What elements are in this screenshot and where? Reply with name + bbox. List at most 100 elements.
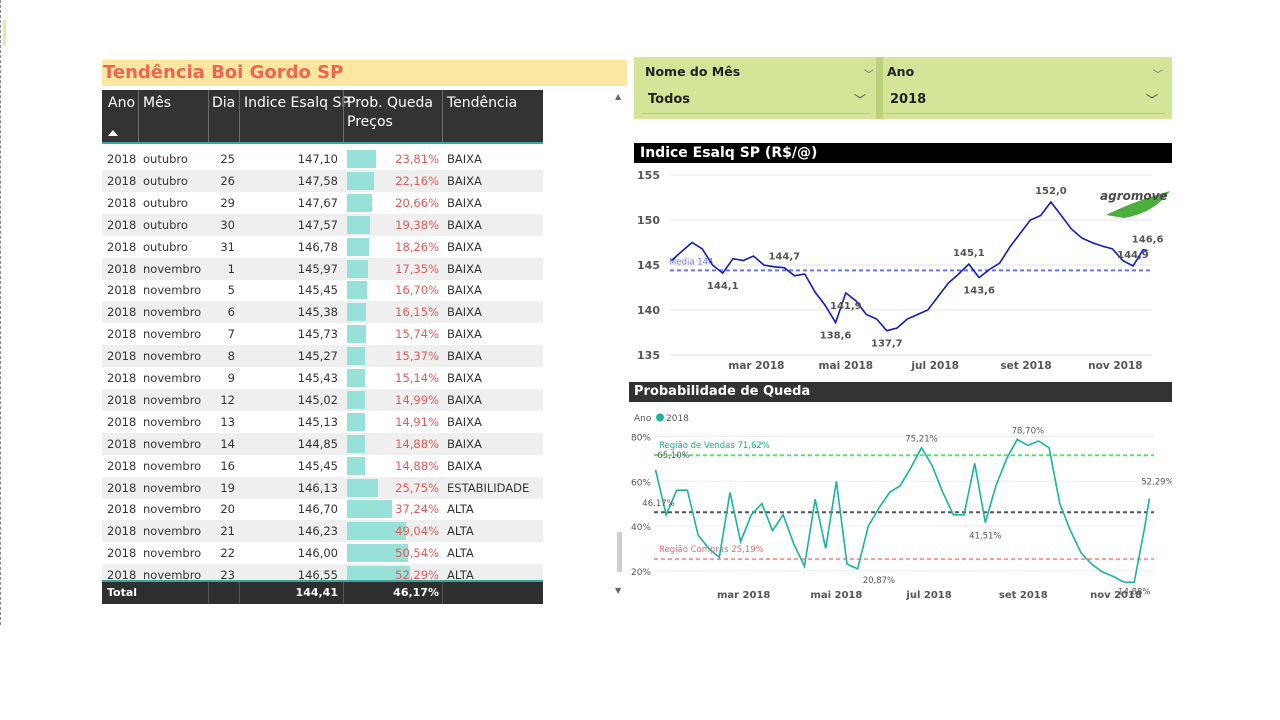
table-row[interactable]: 2018 novembro 6 145,38 16,15% BAIXA: [102, 301, 543, 324]
cell-dia: 13: [220, 414, 235, 429]
table-row[interactable]: 2018 novembro 5 145,45 16,70% BAIXA: [102, 279, 543, 301]
cell-ano: 2018: [107, 371, 137, 385]
page-border: [0, 0, 2, 625]
x-tick-label: set 2018: [1000, 360, 1051, 372]
cell-dia: 6: [227, 305, 235, 320]
column-divider: [138, 90, 139, 144]
cell-prob: 22,16%: [395, 173, 439, 188]
cell-tendencia: ALTA: [447, 546, 474, 561]
cell-indice: 146,55: [297, 568, 338, 583]
data-label: 75,21%: [905, 435, 937, 445]
chevron-down-icon[interactable]: ﹀: [1146, 93, 1159, 107]
y-tick-label: 40%: [631, 523, 651, 533]
cell-ano: 2018: [107, 217, 137, 232]
scroll-thumb[interactable]: [617, 532, 622, 572]
y-tick-label: 145: [637, 259, 660, 272]
cell-dia: 5: [227, 283, 235, 298]
table-row[interactable]: 2018 novembro 14 144,85 14,88% BAIXA: [102, 432, 543, 455]
column-header-ano[interactable]: Ano: [108, 95, 136, 111]
x-tick-label: mar 2018: [717, 590, 770, 601]
cell-mes: novembro: [143, 305, 202, 320]
table-row[interactable]: 2018 novembro 13 145,13 14,91% BAIXA: [102, 411, 543, 433]
sort-ascending-icon[interactable]: [108, 130, 118, 136]
prob-bar: [347, 347, 366, 366]
table-row[interactable]: 2018 novembro 16 145,45 14,88% BAIXA: [102, 455, 543, 477]
x-tick-label: jul 2018: [910, 360, 959, 372]
cell-prob: 19,38%: [395, 217, 439, 232]
cell-ano: 2018: [107, 524, 137, 539]
cell-indice: 145,27: [297, 349, 338, 364]
cell-ano: 2018: [107, 305, 137, 320]
table-row[interactable]: 2018 outubro 29 147,67 20,66% BAIXA: [102, 192, 543, 214]
cell-tendencia: BAIXA: [447, 392, 482, 407]
prob-bar: [347, 215, 371, 234]
cell-tendencia: BAIXA: [447, 152, 482, 166]
cell-tendencia: ALTA: [447, 502, 474, 517]
cell-dia: 23: [220, 568, 235, 583]
prob-bar: [347, 544, 408, 563]
y-tick-label: 60%: [631, 478, 651, 488]
cell-indice: 145,38: [297, 305, 338, 320]
month-dropdown[interactable]: Todos ﹀: [642, 87, 870, 114]
table-row[interactable]: 2018 novembro 8 145,27 15,37% BAIXA: [102, 345, 543, 368]
cell-prob: 15,74%: [395, 327, 439, 342]
prob-bar: [347, 434, 365, 453]
table-row[interactable]: 2018 outubro 31 146,78 18,26% BAIXA: [102, 236, 543, 258]
table-row[interactable]: 2018 outubro 25 147,10 23,81% BAIXA: [102, 148, 543, 170]
chevron-down-icon[interactable]: ﹀: [864, 70, 874, 81]
column-header-indice[interactable]: Indice Esalq SP: [244, 95, 350, 111]
cell-mes: novembro: [143, 502, 202, 517]
column-divider: [239, 90, 240, 144]
column-divider: [208, 90, 209, 144]
chevron-down-icon[interactable]: ﹀: [1153, 70, 1163, 81]
table-row[interactable]: 2018 novembro 19 146,13 25,75% ESTABILIDADE: [102, 476, 543, 499]
table-scrollbar[interactable]: ▲ ▼: [615, 92, 624, 598]
table-row[interactable]: 2018 novembro 20 146,70 37,24% ALTA: [102, 498, 543, 520]
column-divider: [442, 582, 443, 604]
scroll-up-icon[interactable]: ▲: [615, 92, 622, 101]
column-header-tendencia[interactable]: Tendência: [447, 95, 518, 111]
column-divider: [208, 582, 209, 604]
table-row[interactable]: 2018 outubro 26 147,58 22,16% BAIXA: [102, 169, 543, 192]
data-label: 146,6: [1132, 235, 1164, 246]
table-row[interactable]: 2018 novembro 9 145,43 15,14% BAIXA: [102, 367, 543, 389]
year-dropdown[interactable]: 2018 ﹀: [884, 87, 1165, 114]
cell-mes: outubro: [143, 217, 188, 232]
cell-tendencia: ALTA: [447, 524, 474, 539]
cell-indice: 147,57: [297, 217, 338, 232]
chevron-down-icon[interactable]: ﹀: [854, 93, 867, 107]
column-header-mes[interactable]: Mês: [143, 95, 171, 111]
prob-bar: [347, 193, 372, 212]
table-row[interactable]: 2018 novembro 1 145,97 17,35% BAIXA: [102, 257, 543, 280]
cell-indice: 144,85: [297, 436, 338, 451]
table-row[interactable]: 2018 novembro 22 146,00 50,54% ALTA: [102, 542, 543, 564]
prob-bar: [347, 456, 365, 475]
legend-entry: 2018: [666, 414, 689, 424]
table-row[interactable]: 2018 novembro 12 145,02 14,99% BAIXA: [102, 388, 543, 411]
prob-bar: [347, 500, 392, 519]
y-tick-label: 80%: [631, 433, 651, 443]
data-label: 143,6: [963, 286, 995, 297]
cell-indice: 147,67: [297, 195, 338, 210]
column-header-prob[interactable]: Prob. Queda Preços: [347, 95, 433, 130]
data-label: 152,0: [1035, 186, 1067, 197]
legend-title: Ano: [634, 414, 652, 424]
data-label: 141,9: [830, 301, 862, 312]
series-line: [654, 438, 1151, 584]
y-tick-label: 20%: [631, 568, 651, 578]
table-row[interactable]: 2018 outubro 30 147,57 19,38% BAIXA: [102, 213, 543, 236]
scroll-down-icon[interactable]: ▼: [615, 586, 622, 595]
column-divider: [343, 90, 344, 144]
cell-mes: novembro: [143, 524, 202, 539]
cell-mes: novembro: [143, 349, 202, 364]
cell-indice: 146,13: [297, 480, 338, 495]
prob-bar: [347, 412, 365, 431]
column-header-dia[interactable]: Dia: [212, 95, 236, 111]
cell-indice: 146,00: [297, 546, 338, 561]
table-row[interactable]: 2018 novembro 7 145,73 15,74% BAIXA: [102, 323, 543, 345]
corner-marker: [3, 20, 6, 46]
table-row[interactable]: 2018 novembro 21 146,23 49,04% ALTA: [102, 520, 543, 543]
year-slicer: Ano ﹀ 2018 ﹀: [883, 57, 1172, 119]
esalq-line-chart: 155 150 145 140 135 mar 2018 mai 2018 jul 2018 s…: [637, 169, 1170, 372]
cell-mes: outubro: [143, 152, 188, 166]
